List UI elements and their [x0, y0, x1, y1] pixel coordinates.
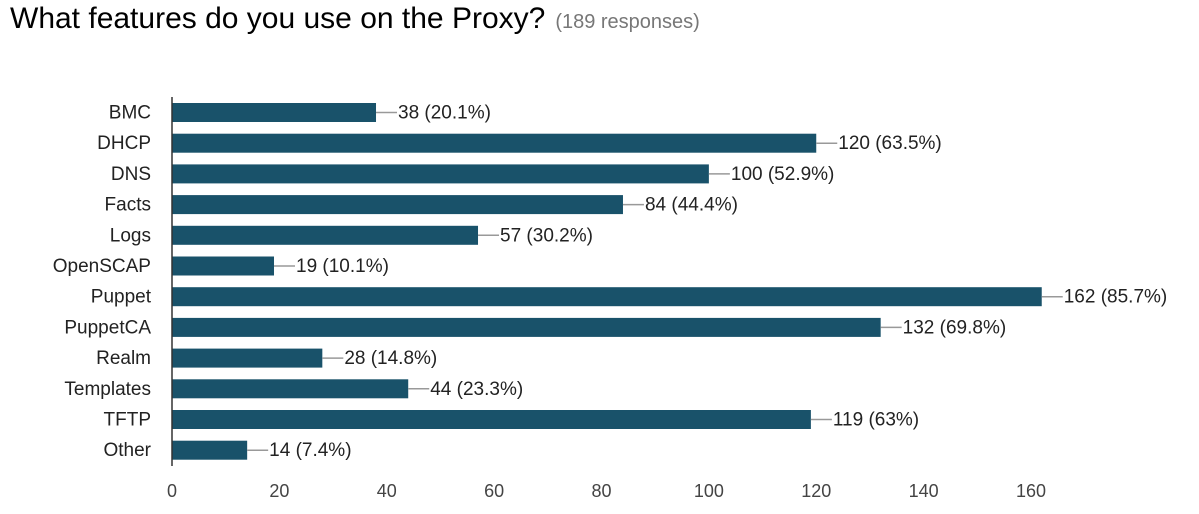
x-tick-label: 80	[591, 481, 611, 501]
data-label: 38 (20.1%)	[398, 103, 491, 124]
bar-dhcp	[172, 133, 817, 153]
bar-templates	[172, 379, 409, 399]
data-label: 44 (23.3%)	[430, 379, 523, 400]
data-label: 84 (44.4%)	[645, 195, 738, 216]
bar-realm	[172, 348, 323, 368]
bar-bmc	[172, 103, 377, 122]
bar-openscap	[172, 256, 275, 276]
x-tick-label: 140	[909, 481, 939, 501]
data-label: 19 (10.1%)	[296, 256, 389, 277]
bar-facts	[172, 195, 623, 215]
x-tick-label: 120	[801, 481, 831, 501]
category-label: Other	[103, 440, 151, 461]
category-label: PuppetCA	[64, 317, 151, 338]
bar-dns	[172, 164, 709, 184]
data-label: 119 (63%)	[833, 410, 919, 431]
response-count: (189 responses)	[555, 11, 700, 33]
data-label: 14 (7.4%)	[269, 440, 351, 461]
category-label: OpenSCAP	[53, 256, 151, 277]
x-tick-label: 0	[167, 481, 177, 501]
data-label: 120 (63.5%)	[838, 133, 942, 154]
data-label: 28 (14.8%)	[344, 348, 437, 369]
bar-logs	[172, 225, 479, 245]
data-label: 162 (85.7%)	[1064, 287, 1168, 308]
bar-puppet	[172, 287, 1042, 307]
x-tick-label: 20	[269, 481, 289, 501]
x-tick-label: 60	[484, 481, 504, 501]
category-label: TFTP	[104, 410, 152, 431]
category-label: Templates	[64, 379, 151, 400]
data-label: 132 (69.8%)	[903, 317, 1007, 338]
data-label: 57 (30.2%)	[500, 225, 593, 246]
category-label: DNS	[111, 164, 151, 185]
chart-title-text: What features do you use on the Proxy?	[10, 2, 546, 35]
data-label: 100 (52.9%)	[731, 164, 835, 185]
category-label: Facts	[105, 195, 151, 216]
chart-title: What features do you use on the Proxy? (1…	[10, 2, 700, 36]
bar-tftp	[172, 410, 811, 429]
x-tick-label: 100	[694, 481, 724, 501]
category-label: Puppet	[91, 287, 152, 308]
category-label: DHCP	[97, 133, 151, 154]
bar-puppetca	[172, 317, 881, 337]
x-tick-label: 160	[1016, 481, 1046, 501]
bar-other	[172, 440, 248, 460]
category-label: Logs	[110, 225, 151, 246]
category-label: Realm	[96, 348, 151, 369]
category-label: BMC	[109, 103, 151, 124]
x-tick-label: 40	[377, 481, 397, 501]
